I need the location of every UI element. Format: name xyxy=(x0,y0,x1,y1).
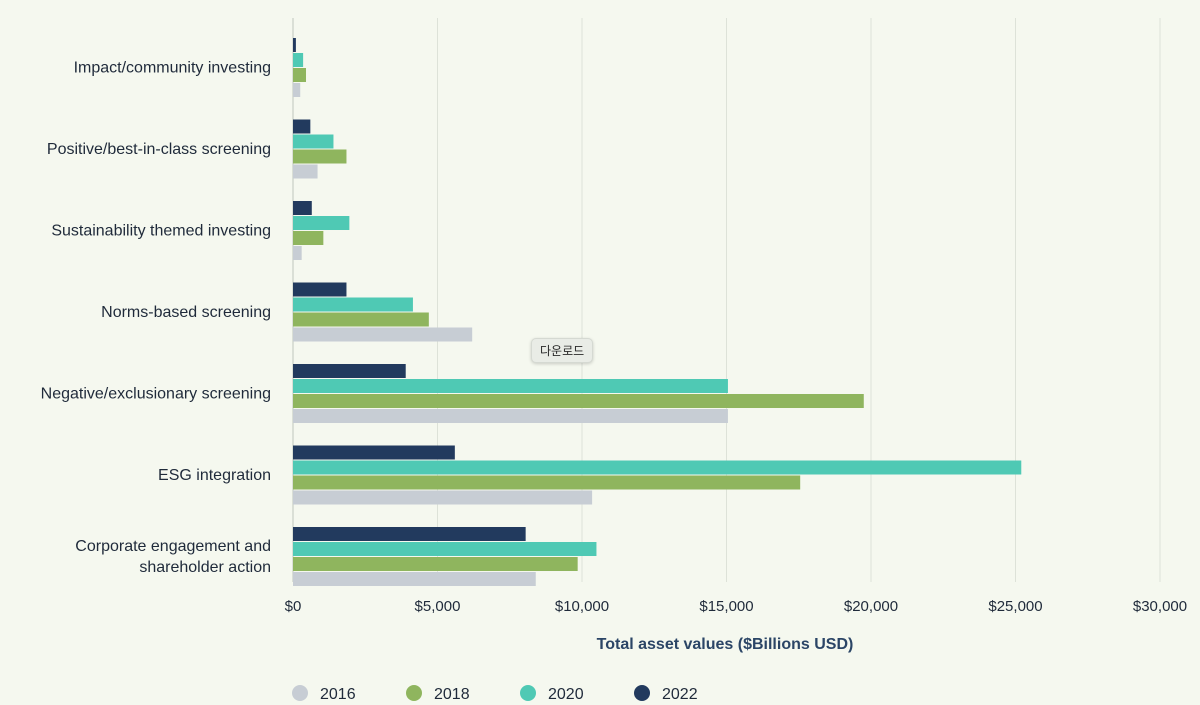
legend: 2016 2018 2020 2022 xyxy=(292,685,698,703)
legend-swatch-2022 xyxy=(634,685,650,701)
bar-2016[interactable] xyxy=(293,327,473,342)
bar-2020[interactable] xyxy=(293,460,1022,475)
bar-2018[interactable] xyxy=(293,68,307,82)
x-tick-label: $30,000 xyxy=(1133,598,1187,615)
bars xyxy=(293,38,1022,586)
bar-2018[interactable] xyxy=(293,394,864,408)
bar-2020[interactable] xyxy=(293,53,304,67)
category-label: Norms-based screening xyxy=(101,304,271,321)
category-label: ESG integration xyxy=(158,467,271,484)
bar-2018[interactable] xyxy=(293,312,429,327)
x-tick-label: $0 xyxy=(285,598,302,615)
bar-2022[interactable] xyxy=(293,282,347,297)
bar-2016[interactable] xyxy=(293,83,301,97)
x-tick-label: $20,000 xyxy=(844,598,898,615)
x-axis-title: Total asset values ($Billions USD) xyxy=(597,636,854,653)
x-tick-label: $25,000 xyxy=(988,598,1042,615)
bar-2022[interactable] xyxy=(293,445,455,460)
bar-2020[interactable] xyxy=(293,542,597,556)
bar-2022[interactable] xyxy=(293,119,311,134)
legend-swatch-2020 xyxy=(520,685,536,701)
legend-label-2022: 2022 xyxy=(662,686,698,703)
bar-2022[interactable] xyxy=(293,201,312,215)
category-label: Corporate engagement and xyxy=(75,538,271,555)
legend-swatch-2018 xyxy=(406,685,422,701)
bar-2020[interactable] xyxy=(293,297,413,312)
bar-2016[interactable] xyxy=(293,490,593,505)
bar-2016[interactable] xyxy=(293,409,728,423)
legend-label-2016: 2016 xyxy=(320,686,356,703)
bar-2018[interactable] xyxy=(293,557,578,571)
bar-2022[interactable] xyxy=(293,38,296,52)
bar-2016[interactable] xyxy=(293,164,318,179)
bar-2022[interactable] xyxy=(293,364,406,378)
bar-2020[interactable] xyxy=(293,134,334,149)
bar-2018[interactable] xyxy=(293,231,324,245)
category-label: Impact/community investing xyxy=(74,60,271,77)
grid-lines xyxy=(292,18,1161,582)
category-labels: Impact/community investing Positive/best-… xyxy=(41,60,271,577)
category-label: Negative/exclusionary screening xyxy=(41,386,271,403)
legend-swatch-2016 xyxy=(292,685,308,701)
x-tick-labels: $0 $5,000 $10,000 $15,000 $20,000 $25,000 $30,… xyxy=(285,598,1187,615)
download-tooltip: 다운로드 xyxy=(531,338,594,363)
bar-2016[interactable] xyxy=(293,572,536,586)
bar-2018[interactable] xyxy=(293,149,347,164)
category-label: shareholder action xyxy=(139,559,271,576)
bar-2016[interactable] xyxy=(293,246,302,260)
legend-label-2020: 2020 xyxy=(548,686,584,703)
bar-2020[interactable] xyxy=(293,216,350,230)
category-label: Positive/best-in-class screening xyxy=(47,141,271,158)
legend-label-2018: 2018 xyxy=(434,686,470,703)
x-tick-label: $15,000 xyxy=(699,598,753,615)
bar-2020[interactable] xyxy=(293,379,728,393)
category-label: Sustainability themed investing xyxy=(51,223,271,240)
x-tick-label: $10,000 xyxy=(555,598,609,615)
x-tick-label: $5,000 xyxy=(415,598,461,615)
bar-2018[interactable] xyxy=(293,475,801,490)
bar-2022[interactable] xyxy=(293,527,526,541)
